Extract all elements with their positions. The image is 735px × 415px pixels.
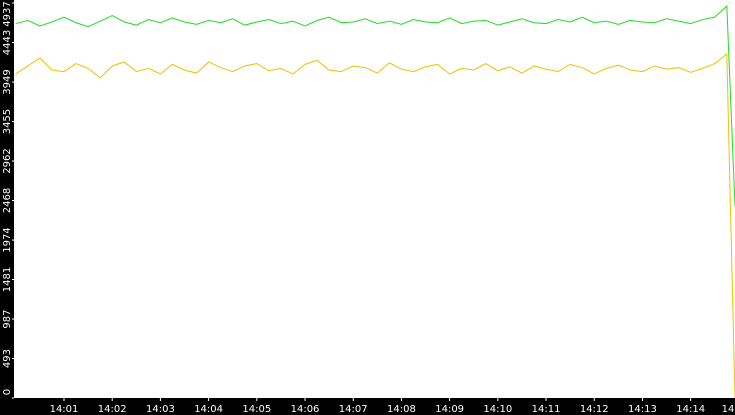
- x-tick-label: 14:04: [194, 404, 223, 415]
- y-tick-label: 1481: [2, 267, 13, 292]
- y-tick-label: 493: [2, 349, 13, 368]
- x-tick-label: 14:08: [387, 404, 416, 415]
- x-tick-label: 14:07: [339, 404, 368, 415]
- y-tick-label: 4937: [2, 1, 13, 26]
- x-axis-strip: [0, 398, 735, 415]
- x-tick-label: 14:05: [242, 404, 271, 415]
- x-tick-label: 14: [722, 404, 735, 415]
- series-line: [15, 4, 735, 207]
- x-tick-label: 14:06: [291, 404, 320, 415]
- x-tick-label: 14:01: [50, 404, 79, 415]
- y-tick-label: 3455: [2, 109, 13, 134]
- y-tick-label: 2962: [2, 148, 13, 173]
- y-tick-label: 987: [2, 309, 13, 328]
- x-tick-label: 14:09: [435, 404, 464, 415]
- y-axis-strip: [0, 0, 14, 415]
- x-tick-label: 14:13: [628, 404, 657, 415]
- y-tick-label: 0: [2, 389, 13, 395]
- x-tick-label: 14:11: [532, 404, 561, 415]
- x-tick-label: 14:03: [146, 404, 175, 415]
- x-tick-label: 14:12: [580, 404, 609, 415]
- y-tick-label: 4443: [2, 30, 13, 55]
- y-tick-label: 1974: [2, 227, 13, 252]
- x-tick-label: 14:10: [483, 404, 512, 415]
- series-line: [15, 52, 735, 399]
- x-tick-label: 14:14: [676, 404, 705, 415]
- x-tick-label: 14:02: [98, 404, 127, 415]
- y-tick-label: 2468: [2, 188, 13, 213]
- y-tick-label: 3949: [2, 69, 13, 94]
